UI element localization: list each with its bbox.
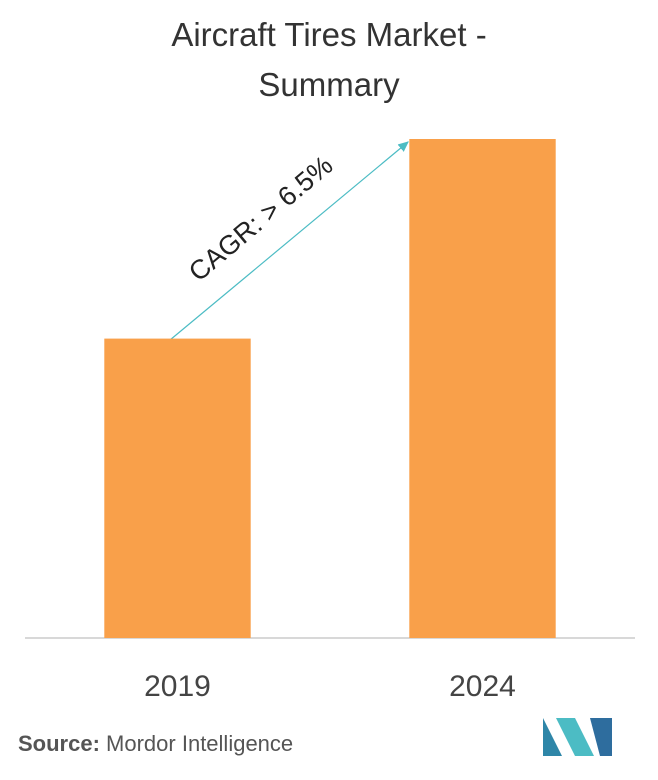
source-label: Source: bbox=[18, 731, 100, 756]
x-tick-label: 2019 bbox=[144, 670, 211, 703]
bar bbox=[409, 139, 556, 638]
logo bbox=[543, 718, 612, 756]
x-tick-label: 2024 bbox=[449, 670, 516, 703]
source-label: Source: Mordor Intelligence bbox=[18, 731, 293, 756]
bar bbox=[104, 338, 251, 638]
chart-title: Aircraft Tires Market - Summary bbox=[171, 16, 487, 103]
cagr-arrow bbox=[169, 141, 409, 341]
source: Mordor Intelligence bbox=[106, 731, 293, 756]
